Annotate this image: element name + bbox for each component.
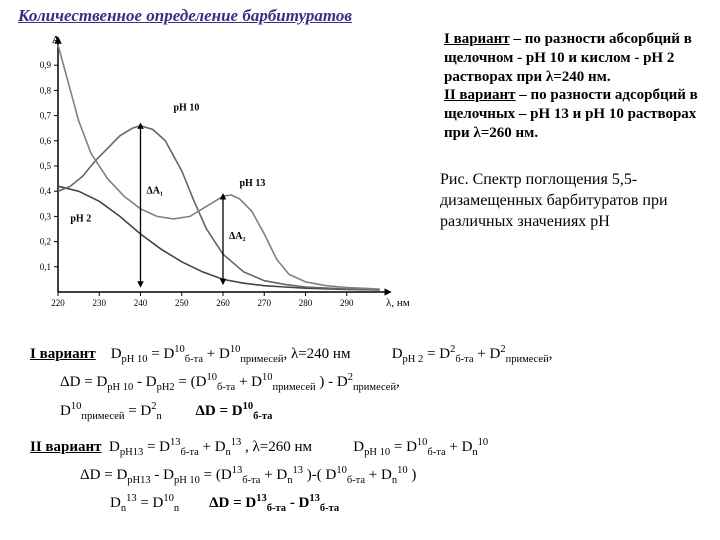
variant2-line2: ΔD = DpH13 - DpH 10 = (D13б-та + Dn13 )-… (30, 463, 700, 489)
svg-text:0,3: 0,3 (40, 211, 52, 221)
variant1-line3: D10примесей = D2n ΔD = D10б-та (30, 399, 700, 425)
formulas-block: I вариант DpH 10 = D10б-та + D10примесей… (30, 342, 700, 520)
absorption-spectrum-chart: 0,1 0,2 0,3 0,4 0,5 0,6 0,7 0,8 0,9 220 230 240 250 2… (12, 32, 432, 322)
svg-text:0,4: 0,4 (40, 186, 52, 196)
variant2-line3: Dn13 = D10n ΔD = D13б-та - D13б-та (30, 491, 700, 517)
svg-text:270: 270 (258, 298, 272, 308)
variants-description: I вариант – по разности абсорбций в щело… (444, 30, 704, 143)
variant2-line1: II вариант DpH13 = D13б-та + Dn13 , λ=26… (30, 435, 700, 461)
svg-text:0,5: 0,5 (40, 161, 52, 171)
svg-text:pH 2: pH 2 (70, 213, 91, 224)
page: Количественное определение барбитуратов … (0, 0, 720, 540)
svg-text:A: A (52, 34, 60, 46)
page-title: Количественное определение барбитуратов (18, 6, 352, 26)
svg-text:250: 250 (175, 298, 189, 308)
svg-text:260: 260 (216, 298, 230, 308)
svg-text:0,6: 0,6 (40, 136, 52, 146)
svg-text:220: 220 (51, 298, 65, 308)
svg-text:ΔA₁: ΔA₁ (147, 186, 164, 197)
svg-text:0,7: 0,7 (40, 111, 52, 121)
svg-text:230: 230 (93, 298, 107, 308)
svg-text:pH 13: pH 13 (240, 178, 266, 189)
svg-text:0,1: 0,1 (40, 262, 51, 272)
variant1-line2: ΔD = DpH 10 - DpH2 = (D10б-та + D10приме… (30, 370, 700, 396)
variant1-line1: I вариант DpH 10 = D10б-та + D10примесей… (30, 342, 700, 368)
svg-text:240: 240 (134, 298, 148, 308)
chart-svg: 0,1 0,2 0,3 0,4 0,5 0,6 0,7 0,8 0,9 220 230 240 250 2… (12, 32, 432, 322)
svg-text:280: 280 (299, 298, 313, 308)
variant1-label: I вариант (444, 31, 510, 47)
svg-text:290: 290 (340, 298, 354, 308)
figure-caption: Рис. Спектр поглощения 5,5-дизамещенных … (440, 170, 710, 232)
svg-text:0,9: 0,9 (40, 60, 52, 70)
svg-text:pH 10: pH 10 (174, 103, 200, 114)
svg-text:ΔA₂: ΔA₂ (229, 231, 246, 242)
svg-text:0,8: 0,8 (40, 85, 52, 95)
variant2-label: II вариант (444, 87, 516, 103)
svg-text:0,2: 0,2 (40, 237, 51, 247)
svg-text:λ, нм: λ, нм (386, 297, 410, 309)
